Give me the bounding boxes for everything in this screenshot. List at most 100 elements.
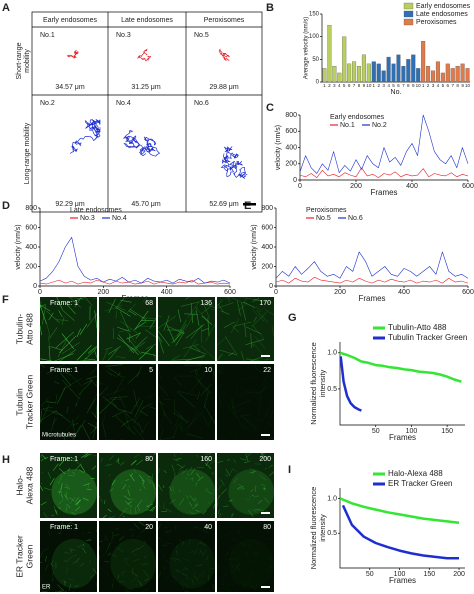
fiber [46, 310, 60, 324]
fiber [178, 490, 181, 493]
fiber [153, 452, 156, 455]
fiber [267, 457, 273, 460]
fiber [169, 557, 177, 562]
fiber [84, 358, 98, 361]
series-line [299, 167, 469, 178]
fiber [200, 345, 216, 360]
y-tick-label: 200 [25, 263, 37, 270]
fiber [102, 396, 119, 410]
fiber [229, 499, 233, 502]
y-tick-label: 0 [269, 283, 273, 290]
fiber [146, 343, 157, 350]
fiber [247, 544, 251, 548]
fiber [51, 411, 63, 416]
fiber [236, 568, 244, 573]
micrograph-bg [40, 521, 97, 592]
y-tick-label: 1.0 [327, 495, 337, 502]
fiber [89, 426, 98, 435]
fiber [133, 558, 140, 562]
fiber [231, 396, 234, 412]
fiber [230, 582, 235, 588]
fiber [225, 473, 229, 477]
fiber [83, 483, 90, 487]
micrograph [39, 363, 98, 441]
fiber [251, 312, 267, 327]
fiber [109, 488, 114, 492]
fiber [151, 505, 157, 512]
x-tick-label: 4 [387, 83, 390, 88]
fiber [245, 580, 250, 584]
fiber [69, 497, 75, 501]
fiber [149, 500, 153, 505]
legend-label: ER Tracker Green [388, 479, 452, 488]
track-distance: 45.70 μm [131, 201, 160, 208]
fiber [245, 419, 261, 422]
fiber [65, 483, 71, 491]
y-tick-label: 800 [261, 205, 273, 212]
fiber [265, 309, 275, 316]
bar [435, 61, 440, 83]
fiber [58, 459, 65, 467]
panel-label: C [266, 102, 274, 114]
fiber [108, 298, 116, 314]
fiber [130, 397, 141, 413]
y-tick-label: 200 [285, 161, 297, 168]
fiber [59, 474, 63, 482]
fiber [166, 520, 169, 525]
fiber [252, 298, 260, 303]
micrograph [98, 296, 157, 362]
fiber [252, 324, 265, 340]
x-tick-label: 7 [451, 83, 454, 88]
fiber [144, 578, 150, 582]
fiber [189, 466, 193, 471]
fiber [142, 479, 145, 485]
fiber [216, 368, 221, 374]
fiber [67, 474, 75, 477]
fiber [212, 497, 216, 503]
fiber [191, 549, 198, 555]
fiber [212, 363, 216, 380]
fiber [218, 363, 225, 376]
fiber [70, 456, 75, 460]
fiber [200, 324, 203, 343]
fiber [235, 530, 241, 534]
track-label: No.2 [40, 100, 55, 107]
fiber [137, 544, 145, 550]
bar [445, 63, 450, 83]
fiber [47, 582, 52, 588]
fiber [152, 483, 156, 490]
x-tick-label: 10 [465, 83, 471, 88]
fiber [264, 401, 273, 417]
fiber [252, 308, 265, 323]
series-line [339, 351, 462, 383]
fiber [260, 483, 266, 486]
fiber [68, 363, 80, 365]
trajectory [220, 146, 248, 179]
series-line [39, 279, 231, 285]
fiber [66, 406, 69, 414]
fiber [181, 414, 183, 431]
fiber [203, 405, 216, 424]
fiber [248, 561, 256, 564]
fiber [200, 304, 213, 315]
fiber [178, 391, 198, 397]
fiber [124, 559, 130, 567]
fiber [107, 350, 117, 361]
fiber [249, 467, 256, 472]
fiber [61, 379, 80, 399]
x-tick-label: 600 [224, 289, 236, 296]
fiber [136, 504, 141, 512]
fiber [61, 316, 65, 325]
x-tick-label: 400 [398, 289, 410, 296]
fiber [172, 359, 190, 361]
fiber [142, 296, 148, 303]
fiber [205, 323, 216, 342]
fiber [185, 324, 205, 339]
fiber [230, 531, 236, 535]
fiber [157, 315, 177, 329]
fiber [207, 490, 212, 495]
fiber [217, 303, 224, 312]
fiber [226, 587, 231, 593]
fiber [151, 480, 154, 483]
x-tick-label: 150 [441, 428, 453, 435]
